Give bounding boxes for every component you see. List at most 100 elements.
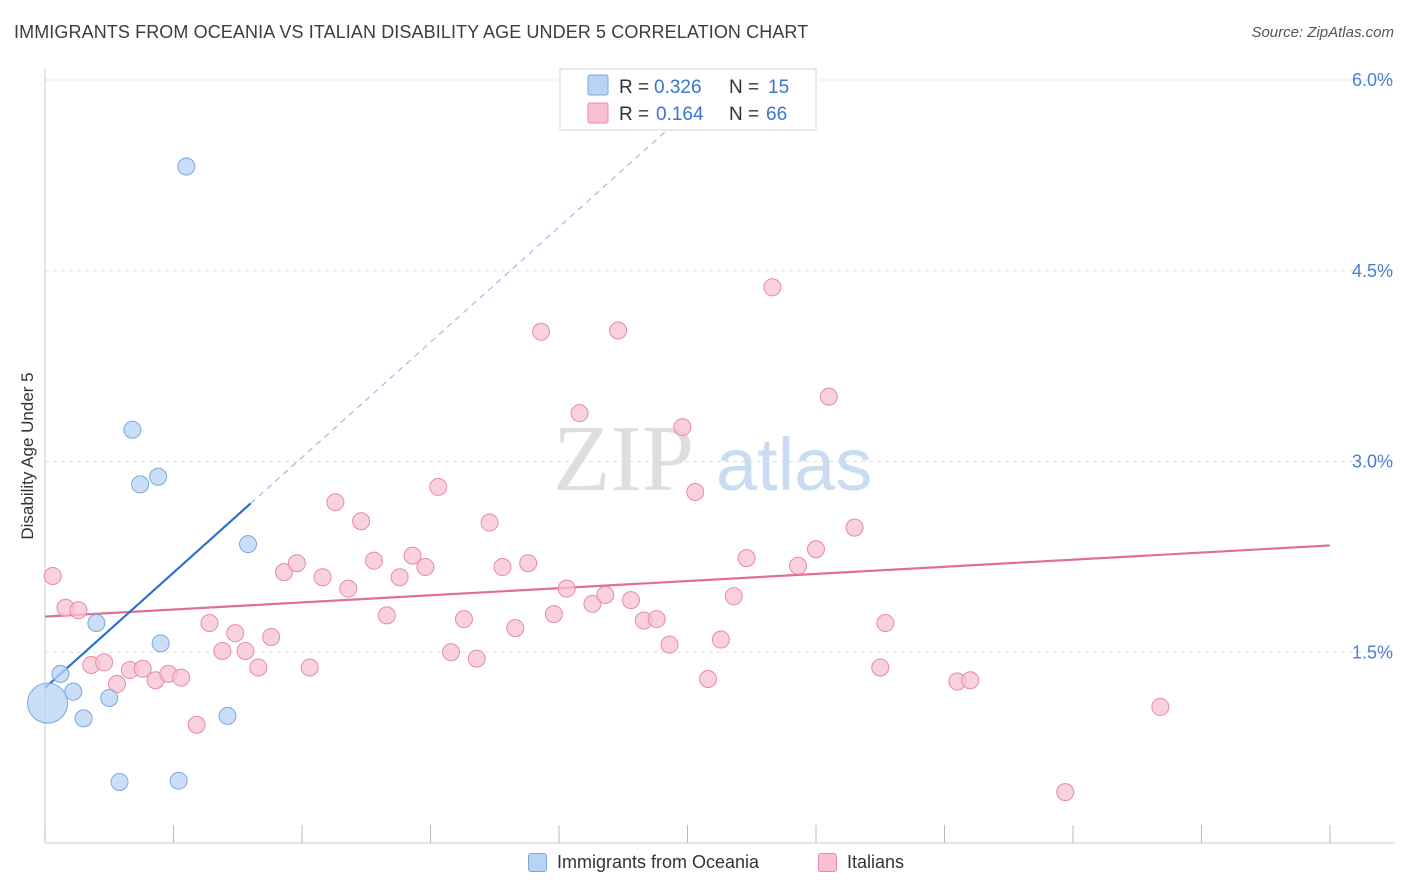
legend-n-value-oceania: 15 xyxy=(768,77,789,98)
point-italians xyxy=(249,658,268,677)
point-italians xyxy=(43,566,62,585)
point-italians xyxy=(262,627,281,646)
point-italians xyxy=(300,658,319,677)
point-italians xyxy=(442,643,461,662)
point-italians xyxy=(583,594,602,613)
point-italians xyxy=(673,418,692,437)
point-italians xyxy=(724,587,743,606)
watermark-zip: ZIP xyxy=(553,407,694,511)
point-italians xyxy=(1151,697,1170,716)
point-italians xyxy=(609,321,628,340)
point-oceania xyxy=(177,157,196,176)
bottom-legend-swatch-italians xyxy=(818,853,837,872)
legend-swatch-italians xyxy=(587,102,609,124)
point-italians xyxy=(807,540,825,559)
point-oceania xyxy=(87,614,106,633)
point-italians xyxy=(819,387,838,406)
bottom-legend-label-italians: Italians xyxy=(847,852,905,872)
point-italians xyxy=(711,630,730,649)
point-italians xyxy=(403,546,422,565)
y-tick-label: 1.5% xyxy=(1352,642,1393,662)
point-oceania xyxy=(169,771,188,790)
point-oceania xyxy=(123,420,142,439)
point-italians xyxy=(1056,783,1075,802)
bottom-legend-swatch-oceania xyxy=(528,853,547,872)
point-italians xyxy=(467,649,486,668)
legend-n-label-oceania: N = xyxy=(729,77,759,98)
point-oceania xyxy=(100,689,119,708)
point-italians xyxy=(213,641,232,660)
point-italians xyxy=(544,605,563,624)
point-oceania xyxy=(151,634,170,653)
data-points xyxy=(27,157,1170,802)
point-italians xyxy=(493,558,512,577)
bottom-legend-item-oceania[interactable]: Immigrants from Oceania xyxy=(528,852,759,873)
point-italians xyxy=(364,551,383,570)
point-oceania xyxy=(27,682,69,724)
point-italians xyxy=(416,558,435,577)
point-oceania xyxy=(64,682,83,701)
point-italians xyxy=(961,671,980,690)
scatter-plot: ZIP atlas 1.5%3.0%4.5%6.0%0.0%50.0% R = … xyxy=(27,68,1395,844)
point-italians xyxy=(596,586,615,605)
legend-r-value-italians: 0.164 xyxy=(656,104,704,125)
watermark-atlas: atlas xyxy=(716,423,872,506)
point-italians xyxy=(275,563,294,582)
legend-r-value-oceania: 0.326 xyxy=(654,77,702,98)
point-italians xyxy=(377,606,396,625)
point-oceania xyxy=(74,709,93,728)
trend-line-italians xyxy=(44,544,1331,618)
bottom-legend-label-oceania: Immigrants from Oceania xyxy=(557,852,760,872)
point-italians xyxy=(236,641,255,660)
point-oceania xyxy=(218,706,237,725)
point-italians xyxy=(226,624,245,643)
point-italians xyxy=(660,635,679,654)
legend-r-label-oceania: R = xyxy=(619,77,649,98)
point-italians xyxy=(339,579,358,598)
point-italians xyxy=(390,568,409,587)
point-oceania xyxy=(239,535,258,554)
point-italians xyxy=(557,579,576,598)
point-italians xyxy=(95,653,114,672)
top-legend: R = 0.326 N = 15 R = 0.164 N = 66 xyxy=(559,68,817,131)
legend-n-label-italians: N = xyxy=(729,104,759,125)
trend-line-oceania-extrapolated xyxy=(250,111,688,504)
point-italians xyxy=(480,513,499,532)
chart-title: IMMIGRANTS FROM OCEANIA VS ITALIAN DISAB… xyxy=(14,22,809,42)
point-italians xyxy=(326,493,345,512)
y-tick-label: 4.5% xyxy=(1352,261,1393,281)
point-italians xyxy=(686,483,705,502)
point-italians xyxy=(454,610,473,629)
point-italians xyxy=(200,614,219,633)
bottom-legend-item-italians[interactable]: Italians xyxy=(818,852,904,873)
y-tick-label: 3.0% xyxy=(1352,452,1393,472)
point-italians xyxy=(845,518,864,537)
point-italians xyxy=(69,601,88,620)
point-italians xyxy=(647,610,666,629)
trend-line-oceania xyxy=(44,502,252,689)
point-oceania xyxy=(149,467,168,486)
point-italians xyxy=(107,675,126,694)
tick-labels: 1.5%3.0%4.5%6.0%0.0%50.0% xyxy=(1352,70,1393,662)
point-italians xyxy=(506,619,525,638)
point-italians xyxy=(172,668,191,687)
legend-swatch-oceania xyxy=(587,74,609,96)
trend-lines xyxy=(44,111,1331,689)
gridlines xyxy=(45,79,1395,653)
point-italians xyxy=(187,715,206,734)
point-italians xyxy=(429,477,448,496)
point-italians xyxy=(570,404,589,423)
point-italians xyxy=(789,556,808,575)
point-italians xyxy=(876,614,895,633)
point-oceania xyxy=(51,664,70,683)
point-italians xyxy=(699,669,718,688)
point-italians xyxy=(871,658,890,677)
point-italians xyxy=(519,554,538,573)
point-italians xyxy=(737,549,756,568)
point-italians xyxy=(133,659,152,678)
point-italians xyxy=(763,278,782,297)
y-tick-label: 6.0% xyxy=(1352,70,1393,90)
point-italians xyxy=(532,322,551,341)
point-italians xyxy=(313,568,332,587)
watermark: ZIP atlas xyxy=(553,407,872,511)
